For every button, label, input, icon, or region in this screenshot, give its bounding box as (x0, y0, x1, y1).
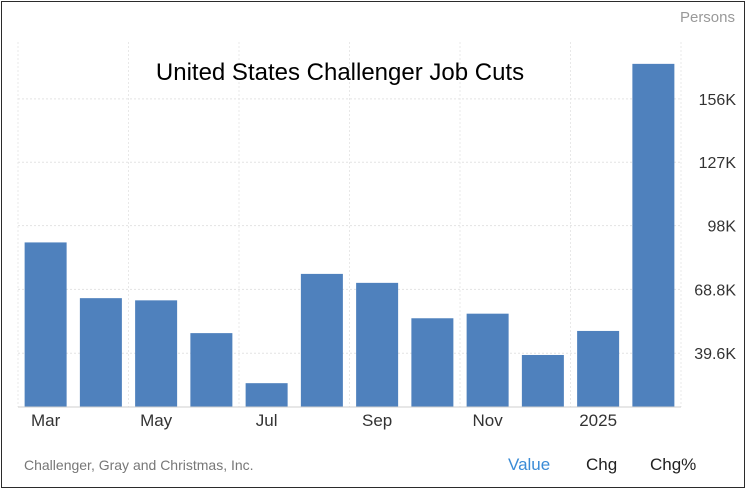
x-tick-label: Mar (31, 411, 61, 430)
axis-layer: 39.6K 68.8K 98K 127K 156K Mar May Jul Sep Nov 2025 (18, 92, 736, 430)
bar-jul[interactable] (245, 383, 288, 407)
y-tick-label: 127K (699, 155, 737, 172)
bar-2025[interactable] (577, 330, 620, 407)
bar-feb[interactable] (632, 63, 675, 407)
x-tick-label: Jul (256, 411, 278, 430)
bar-sep[interactable] (356, 282, 399, 407)
bar-layer (24, 63, 675, 407)
bar-aug[interactable] (300, 273, 343, 407)
chart-title: United States Challenger Job Cuts (156, 59, 524, 86)
bar-may[interactable] (135, 300, 178, 407)
tab-value[interactable]: Value (508, 455, 551, 474)
tab-chg-pct[interactable]: Chg% (650, 455, 697, 474)
bar-dec[interactable] (521, 354, 564, 407)
source-label: Challenger, Gray and Christmas, Inc. (24, 457, 254, 473)
y-tick-label: 156K (699, 92, 737, 109)
bar-oct[interactable] (411, 318, 454, 407)
y-tick-label: 68.8K (694, 282, 736, 299)
bar-apr[interactable] (79, 298, 122, 407)
tab-chg[interactable]: Chg (586, 455, 618, 474)
x-tick-label: May (140, 411, 173, 430)
grid-layer (17, 42, 682, 407)
bar-mar[interactable] (24, 242, 67, 407)
y-tick-label: 98K (708, 219, 737, 236)
unit-label: Persons (680, 9, 735, 26)
bar-nov[interactable] (466, 313, 509, 407)
x-tick-label: 2025 (579, 411, 617, 430)
y-tick-label: 39.6K (694, 346, 736, 363)
x-tick-label: Sep (362, 411, 392, 430)
x-tick-label: Nov (473, 411, 504, 430)
bar-jun[interactable] (190, 333, 233, 407)
